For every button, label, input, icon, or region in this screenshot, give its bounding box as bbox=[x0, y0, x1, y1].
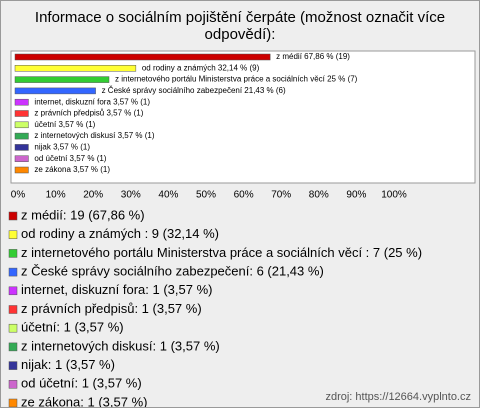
legend-marker bbox=[8, 398, 18, 407]
x-tick-label: 20% bbox=[83, 190, 103, 201]
legend-label: nijak: 1 (3,57 %) bbox=[21, 357, 115, 372]
bar-label: od rodiny a známých 32,14 % (9) bbox=[142, 63, 260, 72]
legend-label: z internetového portálu Ministerstva prá… bbox=[21, 245, 422, 260]
bar bbox=[14, 98, 29, 106]
legend-label: internet, diskuzní fora: 1 (3,57 %) bbox=[21, 282, 212, 297]
x-tick-label: 40% bbox=[158, 190, 178, 201]
legend-marker bbox=[8, 267, 18, 277]
bar bbox=[14, 166, 29, 174]
bar bbox=[14, 155, 29, 162]
bar bbox=[14, 65, 137, 72]
bar-label: účetní 3,57 % (1) bbox=[34, 120, 95, 129]
bar-label: z právních předpisů 3,57 % (1) bbox=[34, 109, 143, 118]
legend-label: od rodiny a známých : 9 (32,14 %) bbox=[21, 226, 219, 241]
legend-marker bbox=[8, 305, 18, 314]
x-tick-label: 10% bbox=[46, 190, 66, 201]
bar-label: z internetových diskusí 3,57 % (1) bbox=[34, 131, 154, 140]
x-tick-label: 30% bbox=[121, 190, 141, 201]
legend-label: z právních předpisů: 1 (3,57 %) bbox=[21, 301, 202, 316]
legend-marker bbox=[8, 342, 18, 352]
legend-label: z České správy sociálního zabezpečení: 6… bbox=[21, 264, 324, 279]
legend-marker bbox=[8, 361, 18, 370]
x-tick-label: 90% bbox=[346, 190, 366, 201]
bar-label: nijak 3,57 % (1) bbox=[34, 143, 90, 152]
legend-marker bbox=[8, 323, 18, 333]
x-tick-label: 60% bbox=[234, 190, 254, 201]
bar bbox=[14, 110, 29, 117]
bar-label: z České správy sociálního zabezpečení 21… bbox=[102, 86, 286, 95]
legend-label: z internetových diskusí: 1 (3,57 %) bbox=[21, 338, 220, 353]
legend-marker bbox=[8, 211, 18, 221]
x-tick-label: 100% bbox=[381, 190, 407, 201]
bar bbox=[14, 53, 271, 61]
bar bbox=[14, 132, 29, 140]
legend-marker bbox=[8, 380, 18, 389]
bar-label: od účetní 3,57 % (1) bbox=[34, 154, 106, 163]
legend-label: z médií: 19 (67,86 %) bbox=[21, 207, 145, 222]
x-tick-label: 70% bbox=[271, 190, 291, 201]
legend-marker bbox=[8, 249, 18, 258]
x-tick-label: 80% bbox=[309, 190, 329, 201]
plot-area bbox=[10, 50, 476, 184]
bar-label: internet, diskuzní fora 3,57 % (1) bbox=[34, 97, 150, 106]
chart-title: Informace o sociálním pojištění čerpáte … bbox=[34, 9, 446, 43]
bar bbox=[14, 121, 29, 129]
source: zdroj: https://12664.vyplnto.cz bbox=[325, 391, 471, 403]
legend-label: od účetní: 1 (3,57 %) bbox=[21, 376, 142, 391]
bar bbox=[14, 144, 29, 151]
legend-label: účetní: 1 (3,57 %) bbox=[21, 320, 124, 335]
legend-marker bbox=[8, 286, 18, 296]
bar-label: ze zákona 3,57 % (1) bbox=[34, 165, 110, 174]
bar-label: z internetového portálu Ministerstva prá… bbox=[115, 75, 358, 84]
legend-marker bbox=[8, 230, 18, 239]
bar bbox=[14, 76, 110, 83]
legend-label: ze zákona: 1 (3,57 %) bbox=[21, 394, 147, 407]
bar-label: z médií 67,86 % (19) bbox=[276, 52, 350, 61]
x-tick-label: 50% bbox=[196, 190, 216, 201]
bar bbox=[14, 87, 96, 95]
x-tick-label: 0% bbox=[11, 190, 26, 201]
